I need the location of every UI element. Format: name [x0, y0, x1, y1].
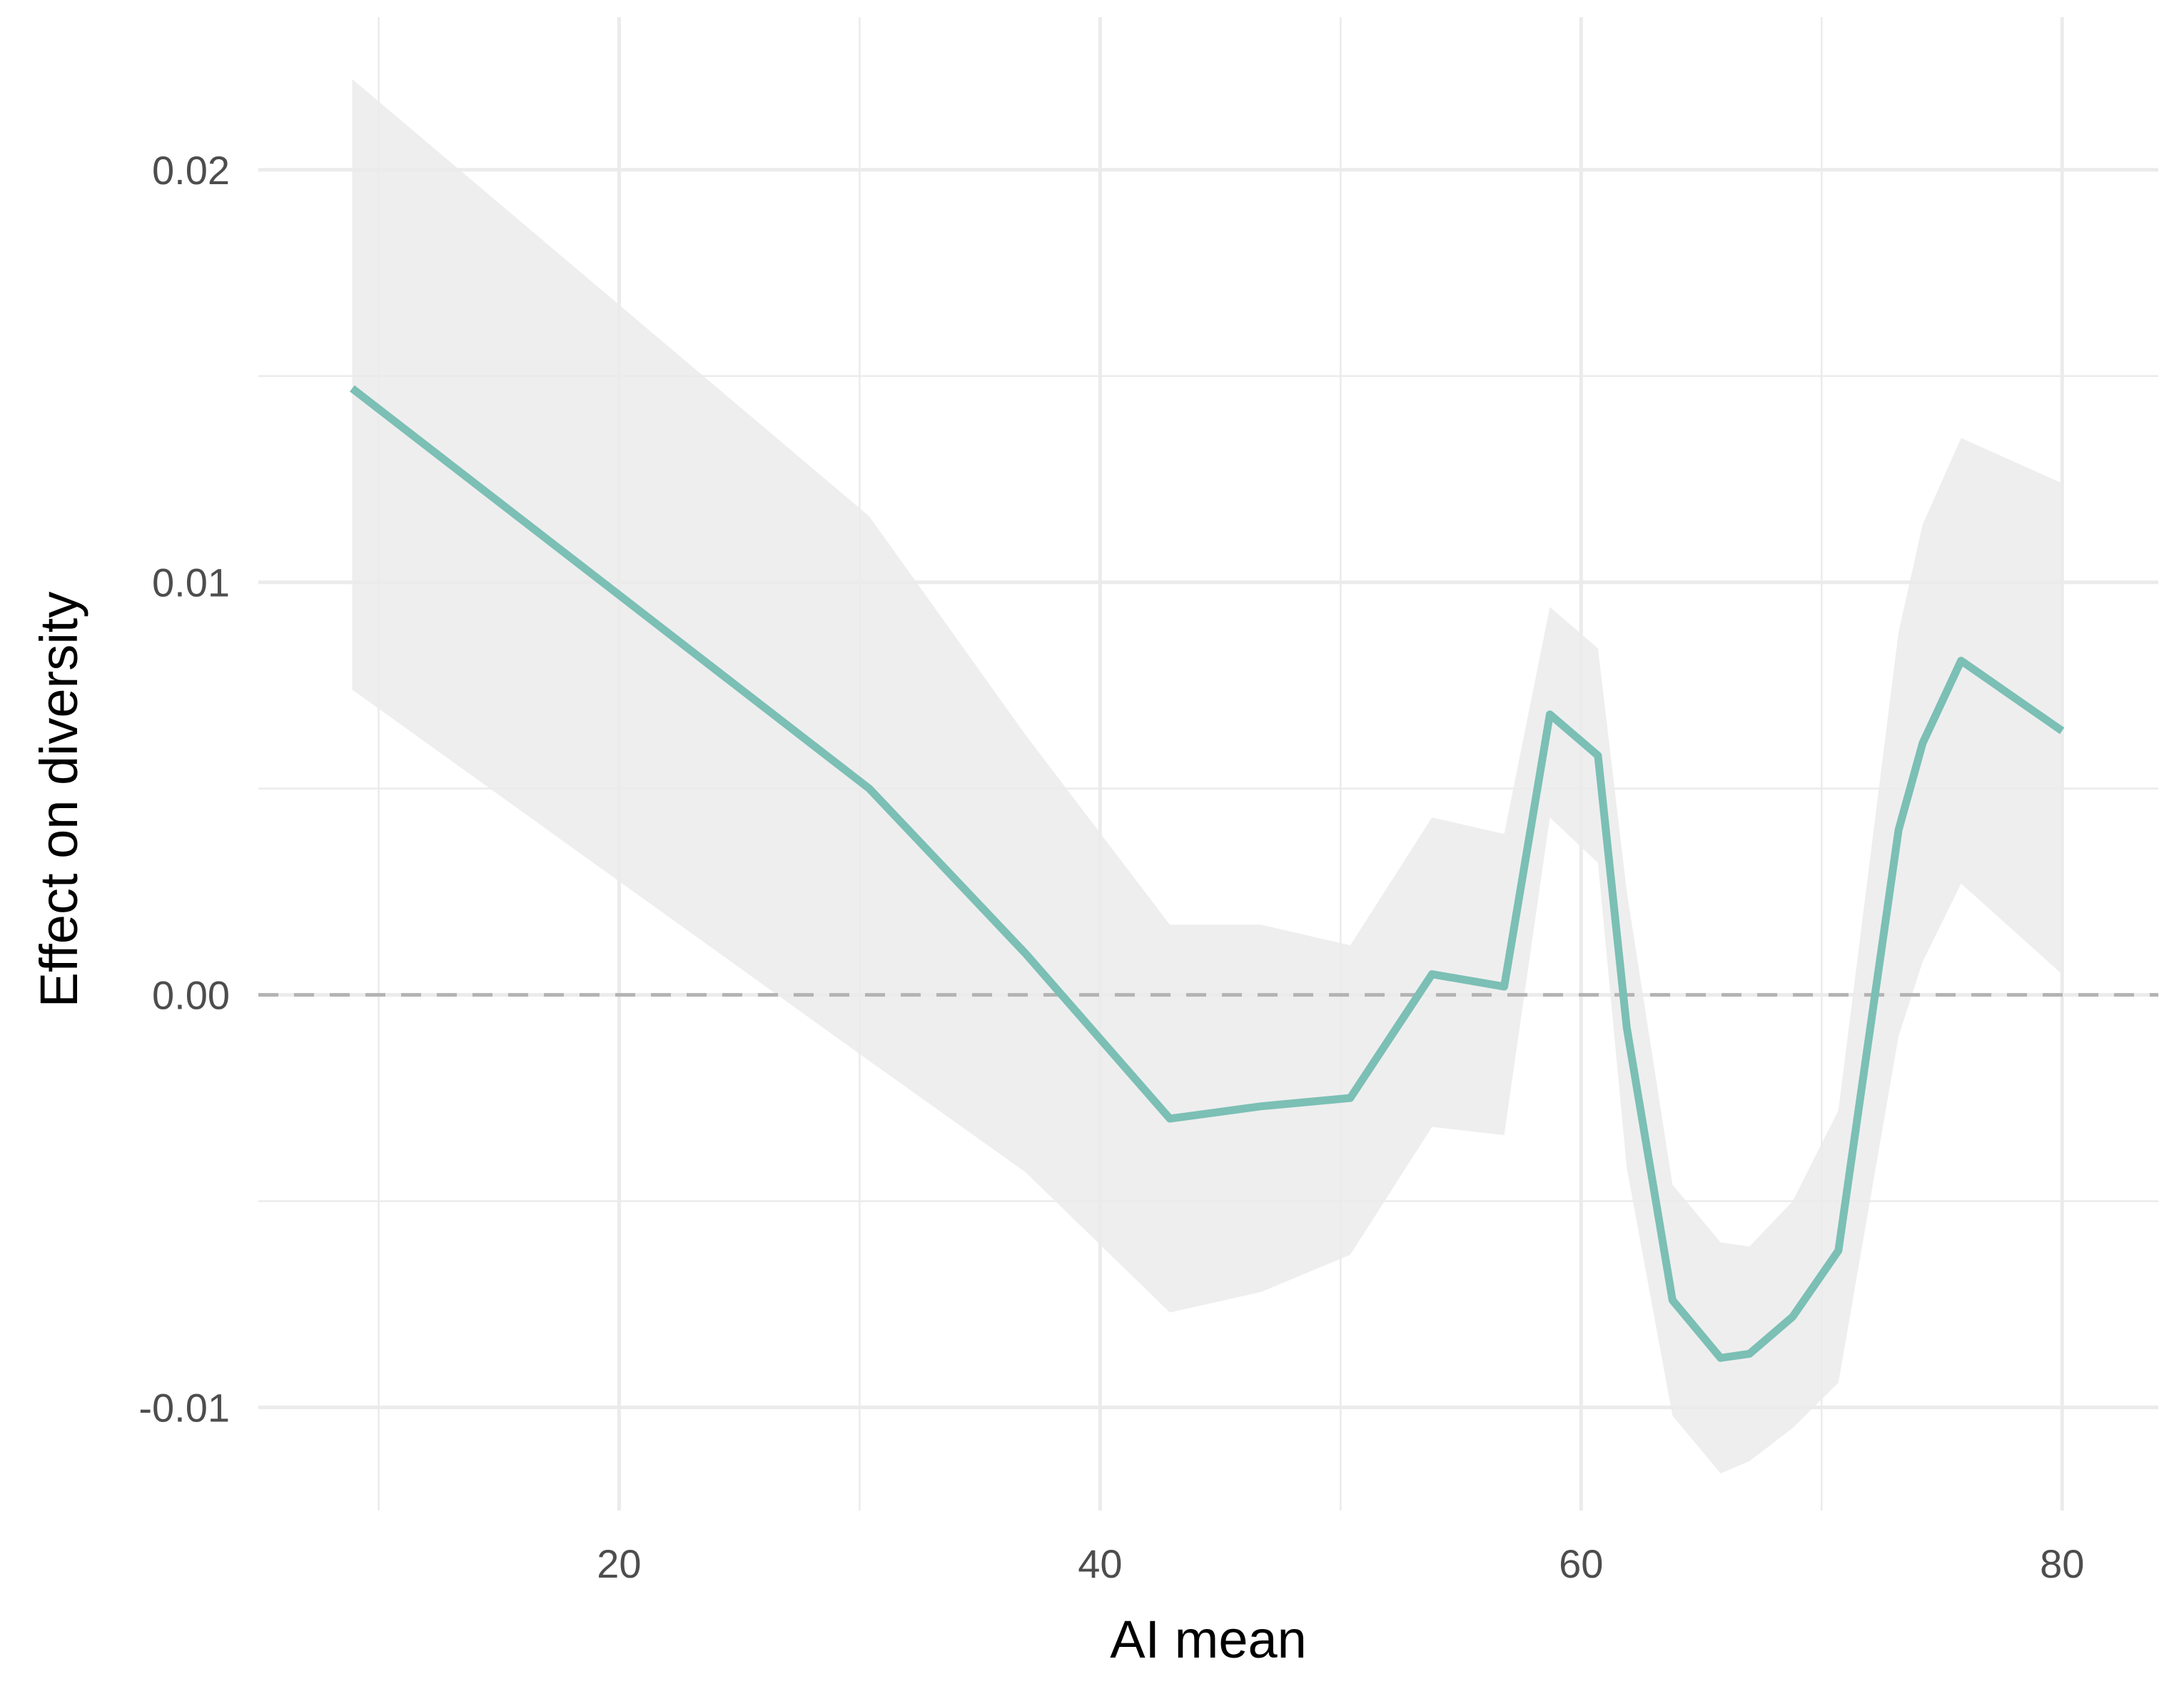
effect-line — [350, 385, 2065, 1362]
x-tick-label: 60 — [1559, 1541, 1603, 1586]
y-axis-title: Effect on diversity — [29, 592, 89, 1008]
y-tick-label: -0.01 — [138, 1386, 230, 1431]
x-tick-label: 80 — [2040, 1541, 2084, 1586]
y-tick-label: 0.00 — [152, 973, 230, 1018]
x-tick-label: 20 — [597, 1541, 641, 1586]
y-tick-labels: -0.01 0.00 0.01 0.02 — [138, 148, 230, 1431]
x-tick-labels: 20 40 60 80 — [597, 1541, 2084, 1586]
y-tick-label: 0.01 — [152, 560, 230, 605]
y-tick-label: 0.02 — [152, 148, 230, 193]
x-tick-label: 40 — [1078, 1541, 1122, 1586]
x-axis-title: AI mean — [1110, 1610, 1307, 1669]
confidence-ribbon — [352, 79, 2063, 1474]
